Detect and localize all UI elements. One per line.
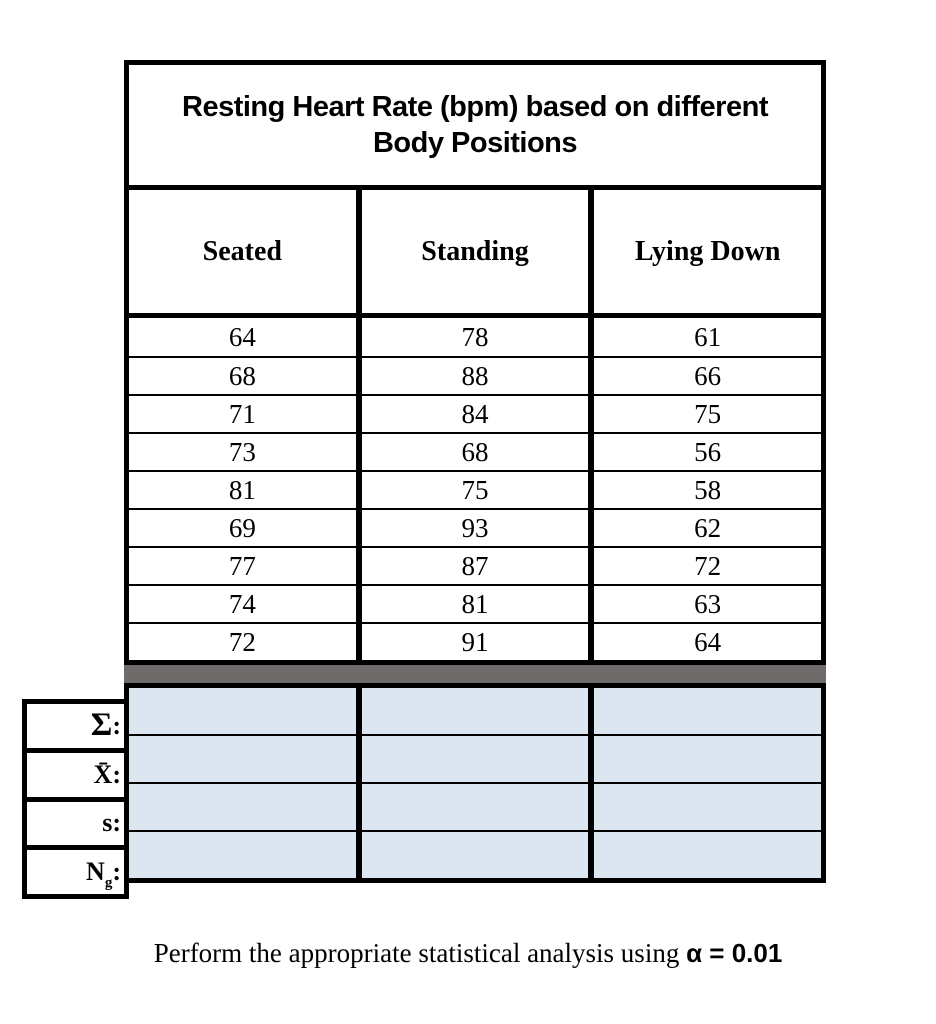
data-cell: 66 — [588, 358, 821, 394]
data-cell: 87 — [355, 548, 589, 584]
summary-symbol: X̄ — [93, 759, 113, 789]
data-cell: 84 — [355, 396, 589, 432]
data-cell: 91 — [355, 624, 589, 660]
data-cell: 88 — [355, 358, 589, 394]
heart-rate-table: Resting Heart Rate (bpm) based on differ… — [124, 60, 826, 883]
summary-label: s: — [27, 796, 124, 846]
divider-bar — [124, 665, 826, 683]
answer-cell[interactable] — [588, 832, 821, 878]
data-cell: 75 — [588, 396, 821, 432]
data-cell: 72 — [228, 626, 256, 657]
summary-row — [129, 688, 821, 734]
data-cell: 73 — [228, 436, 256, 467]
answer-cell[interactable] — [129, 688, 356, 734]
data-cell: 78 — [355, 318, 589, 356]
table-title-line2: Body Positions — [372, 127, 578, 159]
answer-cell[interactable] — [129, 784, 356, 830]
table-row: 69 93 62 — [129, 508, 821, 546]
answer-cell[interactable] — [355, 688, 589, 734]
data-cell: 58 — [588, 472, 821, 508]
table-row: 71 84 75 — [129, 394, 821, 432]
data-cell: 81 — [228, 474, 256, 505]
summary-symbol: Σ — [90, 707, 113, 744]
summary-row — [129, 782, 821, 830]
summary-label: X̄: — [27, 747, 124, 797]
table-row: 73 68 56 — [129, 432, 821, 470]
table-row: 81 75 58 — [129, 470, 821, 508]
column-header-seated: Seated — [202, 235, 282, 267]
data-cell: 62 — [588, 510, 821, 546]
table-row: 68 88 66 — [129, 356, 821, 394]
summary-label: Σ: — [27, 704, 124, 748]
data-cell: 72 — [588, 548, 821, 584]
table-title: Resting Heart Rate (bpm) based on differ… — [124, 60, 826, 190]
summary-label-colon: : — [112, 759, 121, 789]
column-header-lying-down: Lying Down — [588, 190, 821, 313]
summary-label-colon: : — [112, 857, 121, 887]
data-cell: 64 — [228, 321, 256, 352]
table-row: 72 91 64 — [129, 622, 821, 660]
answer-cell[interactable] — [129, 736, 356, 782]
answer-cell[interactable] — [355, 736, 589, 782]
summary-label-colon: : — [112, 710, 121, 740]
data-cell: 74 — [228, 588, 256, 619]
answer-cell[interactable] — [588, 784, 821, 830]
answer-cell[interactable] — [588, 736, 821, 782]
summary-row — [129, 830, 821, 878]
table-row: 77 87 72 — [129, 546, 821, 584]
summary-symbol-subscript: g — [104, 875, 113, 891]
answer-cell[interactable] — [129, 832, 356, 878]
data-cell: 63 — [588, 586, 821, 622]
data-grid: 64 78 61 68 88 66 71 84 75 73 68 56 81 75 58 69 93 62 77 87… — [124, 318, 826, 665]
data-cell: 93 — [355, 510, 589, 546]
data-cell: 75 — [355, 472, 589, 508]
data-cell: 68 — [228, 360, 256, 391]
answer-cell[interactable] — [588, 688, 821, 734]
table-header-row: Seated Standing Lying Down — [124, 190, 826, 318]
table-title-line1: Resting Heart Rate (bpm) based on differ… — [182, 91, 768, 123]
alpha-value: α = 0.01 — [686, 938, 783, 968]
table-row: 64 78 61 — [129, 318, 821, 356]
table-row: 74 81 63 — [129, 584, 821, 622]
data-cell: 69 — [228, 512, 256, 543]
summary-row — [129, 734, 821, 782]
instruction-caption: Perform the appropriate statistical anal… — [0, 938, 936, 969]
data-cell: 61 — [588, 318, 821, 356]
summary-symbol: s — [102, 808, 113, 838]
data-cell: 71 — [228, 398, 256, 429]
summary-symbol: N — [86, 857, 105, 887]
instruction-text: Perform the appropriate statistical anal… — [153, 938, 687, 968]
data-cell: 64 — [588, 624, 821, 660]
answer-cell[interactable] — [355, 784, 589, 830]
data-cell: 68 — [355, 434, 589, 470]
answer-cell[interactable] — [355, 832, 589, 878]
column-header-standing: Standing — [355, 190, 589, 313]
data-cell: 56 — [588, 434, 821, 470]
data-cell: 81 — [355, 586, 589, 622]
data-cell: 77 — [228, 550, 256, 581]
summary-label-colon: : — [112, 808, 121, 838]
summary-grid — [124, 683, 826, 883]
